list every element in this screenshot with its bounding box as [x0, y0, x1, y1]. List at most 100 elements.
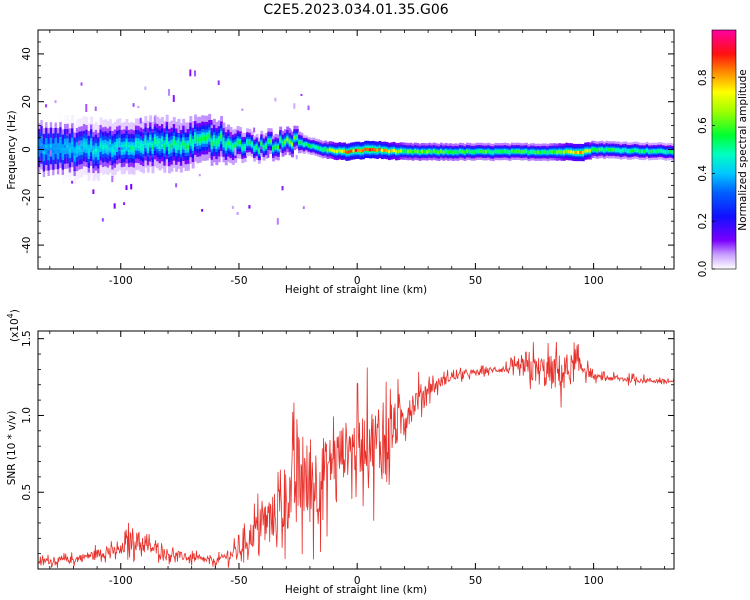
spectrogram-ridge-core — [168, 146, 171, 150]
colorbar-tick-label: 0.0 — [697, 261, 709, 278]
spectrogram-ridge-core — [203, 136, 207, 140]
spectrogram-speckle — [241, 108, 244, 111]
spectrogram-ridge-core — [87, 150, 91, 154]
spectrogram-speckle — [144, 86, 147, 91]
spectrogram-ridge-core — [73, 152, 77, 156]
spectrogram-ridge-core — [210, 142, 214, 146]
spectrogram-ridge-core — [435, 150, 439, 154]
spectrogram-ridge-core — [257, 149, 261, 153]
spectrogram-speckle — [229, 132, 232, 138]
snr-series-line — [38, 341, 674, 568]
spectrogram-ridge-core — [494, 149, 498, 153]
spectrogram-ridge-core — [640, 149, 644, 153]
spectrogram-ridge-core — [253, 147, 257, 151]
snr-y-tick-label: 1.0 — [21, 407, 33, 424]
spectrogram-ridge-core — [71, 143, 75, 147]
spectrogram-ridge-core — [432, 149, 436, 153]
spectrogram-ridge-core — [643, 150, 647, 154]
spectrogram-ridge-core — [120, 147, 124, 151]
spectrogram-y-tick-label: -40 — [21, 237, 33, 254]
spectrogram-ridge-core — [614, 148, 618, 152]
spectrogram-ridge-core — [480, 149, 484, 153]
spectrogram-ridge-core — [406, 150, 410, 154]
spectrogram-ridge-core — [324, 147, 328, 151]
spectrogram-ridge-core — [172, 140, 176, 144]
spectrogram-ridge-core — [588, 149, 592, 153]
spectrogram-ridge-core — [560, 150, 564, 154]
spectrogram-ridge-core — [520, 150, 524, 154]
spectrogram-speckle — [243, 157, 246, 161]
spectrogram-ridge-core — [326, 148, 330, 152]
spectrogram-speckle — [172, 95, 175, 102]
spectrogram-speckle — [153, 116, 156, 124]
spectrogram-ridge-core — [487, 149, 491, 153]
spectrogram-ridge-core — [295, 135, 299, 139]
spectrogram-speckle — [82, 125, 85, 131]
spectrogram-ridge-core — [279, 138, 283, 142]
spectrogram-ridge-core — [629, 149, 633, 153]
spectrogram-speckle — [175, 183, 178, 188]
spectrogram-ridge-core — [477, 149, 481, 153]
spectrogram-ridge-core — [316, 146, 320, 150]
spectrogram-speckle — [49, 150, 52, 157]
spectrogram-speckle — [113, 203, 116, 209]
spectrogram-speckle — [281, 185, 284, 191]
spectrogram-ridge-core — [664, 150, 668, 154]
spectrogram-ridge-core — [333, 149, 337, 153]
spectrogram-ridge-core — [201, 136, 205, 140]
spectrogram-ridge-core — [444, 150, 448, 154]
spectrogram-speckle — [130, 183, 133, 190]
spectrogram-ridge-core — [68, 148, 72, 152]
spectrogram-ridge-core — [75, 148, 79, 152]
spectrogram-ridge-core — [491, 151, 495, 154]
spectrogram-ridge-core — [340, 149, 344, 153]
spectrogram-ridge-core — [66, 144, 70, 148]
colorbar-tick-label: 0.4 — [697, 165, 709, 182]
spectrogram-x-tick-label: 0 — [354, 275, 361, 287]
spectrogram-ridge-core — [80, 146, 84, 150]
spectrogram-ridge-core — [118, 142, 122, 146]
spectrogram-ridge-core — [269, 139, 273, 143]
spectrogram-ridge-core — [508, 150, 512, 154]
spectrogram-ridge-core — [246, 140, 250, 144]
spectrogram-ridge-core — [137, 143, 141, 147]
spectrogram-ridge-core — [380, 149, 384, 153]
spectrogram-ridge-core — [574, 151, 578, 155]
spectrogram-ridge-core — [61, 150, 65, 154]
spectrogram-ridge-core — [231, 145, 235, 149]
spectrogram-ridge-core — [243, 145, 247, 149]
snr-x-tick-label: 0 — [354, 575, 361, 587]
spectrogram-ridge-core — [191, 143, 195, 147]
spectrogram-ridge-core — [108, 144, 112, 148]
colorbar-tick-label: 0.2 — [697, 213, 709, 230]
spectrogram-ridge-core — [607, 148, 611, 152]
spectrogram-ridge-core — [650, 149, 654, 153]
spectrogram-ridge-core — [565, 149, 569, 153]
spectrogram-speckle — [149, 158, 152, 162]
spectrogram-ridge-core — [276, 145, 280, 149]
spectrogram-ridge-core — [198, 138, 202, 142]
spectrogram-ridge-core — [551, 150, 555, 154]
spectrogram-ridge-core — [591, 147, 595, 151]
spectrogram-y-tick-label: 20 — [21, 95, 33, 108]
spectrogram-ridge-core — [404, 149, 408, 153]
spectrogram-speckle — [85, 104, 88, 113]
spectrogram-ridge-core — [577, 151, 581, 154]
spectrogram-ridge-core — [160, 141, 164, 145]
spectrogram-ridge-core — [179, 146, 183, 150]
spectrogram-ridge-core — [463, 150, 467, 154]
spectrogram-speckle — [142, 134, 145, 139]
spectrogram-ridge-core — [458, 149, 462, 153]
spectrogram-ridge-core — [447, 150, 450, 154]
figure-title: C2E5.2023.034.01.35.G06 — [263, 2, 448, 18]
spectrogram-ridge-core — [290, 142, 294, 146]
spectrogram-x-axis-title: Height of straight line (km) — [285, 284, 427, 296]
spectrogram-ridge-core — [328, 148, 332, 152]
spectrogram-ridge-core — [153, 139, 157, 143]
spectrogram-ridge-core — [581, 151, 585, 155]
spectrogram-ridge-core — [94, 148, 98, 152]
spectrogram-ridge-core — [286, 137, 290, 141]
spectrogram-ridge-core — [595, 148, 599, 152]
spectrogram-ridge-core — [262, 146, 266, 150]
snr-x-tick-label: -100 — [109, 575, 133, 587]
